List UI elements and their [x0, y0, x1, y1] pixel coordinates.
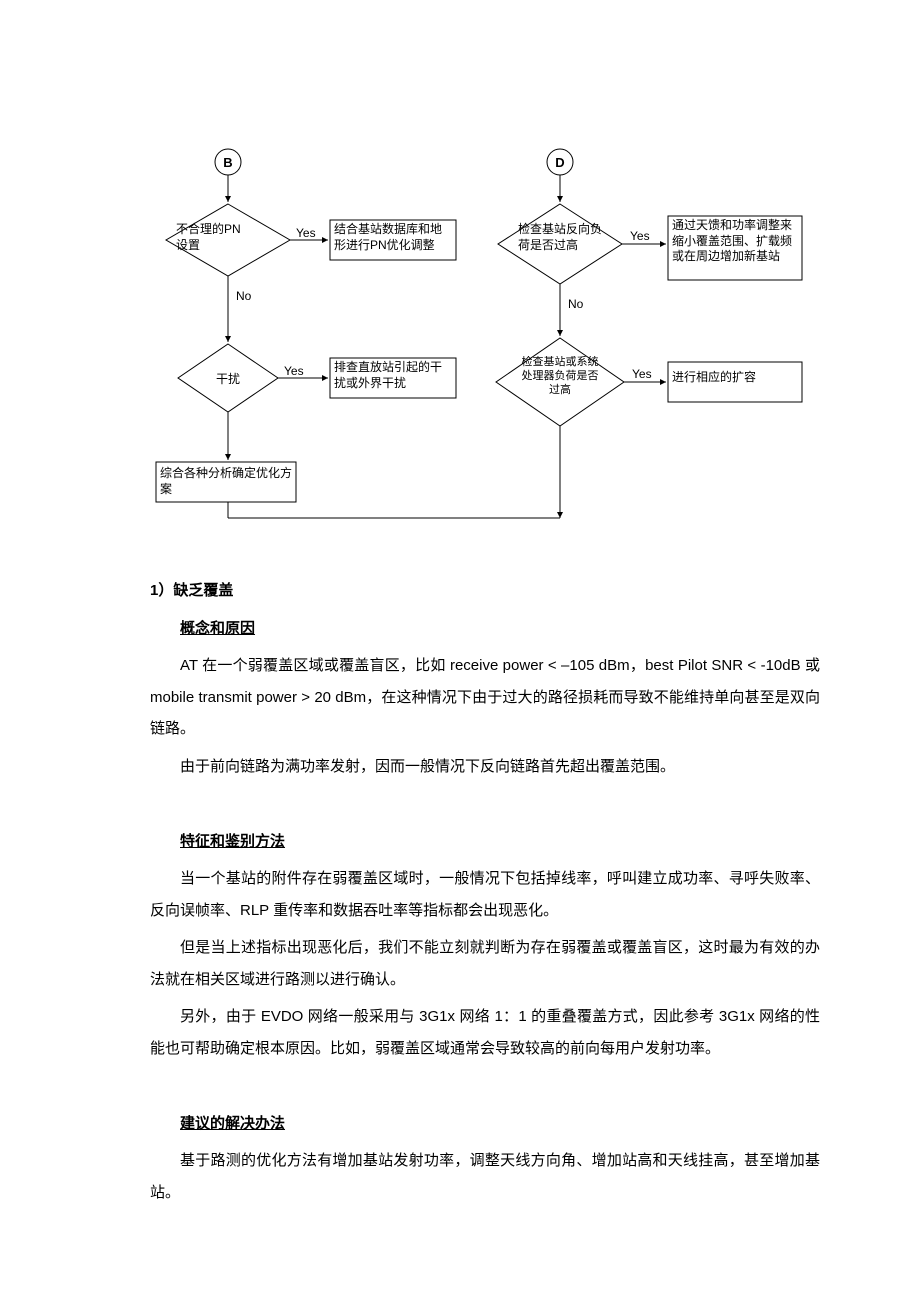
heading-features: 特征和鉴别方法: [150, 826, 820, 858]
paragraph-1: AT 在一个弱覆盖区域或覆盖盲区，比如 receive power < –105…: [150, 650, 820, 745]
rect-coverage-action: 通过天馈和功率调整来缩小覆盖范围、扩载频或在周边增加新基站: [672, 218, 798, 265]
flowchart: B 不合理的PN设置 Yes 结合基站数据库和地形进行PN优化调整 No 干扰 …: [150, 140, 890, 540]
heading-1: 1）缺乏覆盖: [150, 575, 820, 607]
node-b: B: [223, 155, 232, 170]
paragraph-5: 另外，由于 EVDO 网络一般采用与 3G1x 网络 1：1 的重叠覆盖方式，因…: [150, 1001, 820, 1064]
paragraph-4: 但是当上述指标出现恶化后，我们不能立刻就判断为存在弱覆盖或覆盖盲区，这时最为有效…: [150, 932, 820, 995]
label-yes-r2: Yes: [632, 367, 652, 381]
diamond-interference: 干扰: [216, 372, 240, 386]
document-body: 1）缺乏覆盖 概念和原因 AT 在一个弱覆盖区域或覆盖盲区，比如 receive…: [150, 575, 820, 1208]
label-yes2: Yes: [284, 364, 304, 378]
paragraph-2: 由于前向链路为满功率发射，因而一般情况下反向链路首先超出覆盖范围。: [150, 751, 820, 783]
rect-interference-action: 排查直放站引起的干扰或外界干扰: [334, 360, 452, 391]
heading-solution: 建议的解决办法: [150, 1108, 820, 1140]
rect-expand-action: 进行相应的扩容: [672, 370, 798, 386]
diamond-pn: 不合理的PN设置: [176, 222, 280, 253]
paragraph-3: 当一个基站的附件存在弱覆盖区域时，一般情况下包括掉线率，呼叫建立成功率、寻呼失败…: [150, 863, 820, 926]
paragraph-6: 基于路测的优化方法有增加基站发射功率，调整天线方向角、增加站高和天线挂高，甚至增…: [150, 1145, 820, 1208]
label-yes-r1: Yes: [630, 229, 650, 243]
label-no: No: [236, 289, 252, 303]
rect-final: 综合各种分析确定优化方案: [160, 466, 292, 497]
heading-concept: 概念和原因: [150, 613, 820, 645]
label-no-r1: No: [568, 297, 584, 311]
diamond-reverse-load: 检查基站反向负荷是否过高: [518, 222, 602, 253]
label-yes: Yes: [296, 226, 316, 240]
diamond-cpu-load: 检查基站或系统处理器负荷是否过高: [520, 356, 600, 397]
rect-pn-action: 结合基站数据库和地形进行PN优化调整: [334, 222, 452, 253]
node-d: D: [555, 155, 564, 170]
